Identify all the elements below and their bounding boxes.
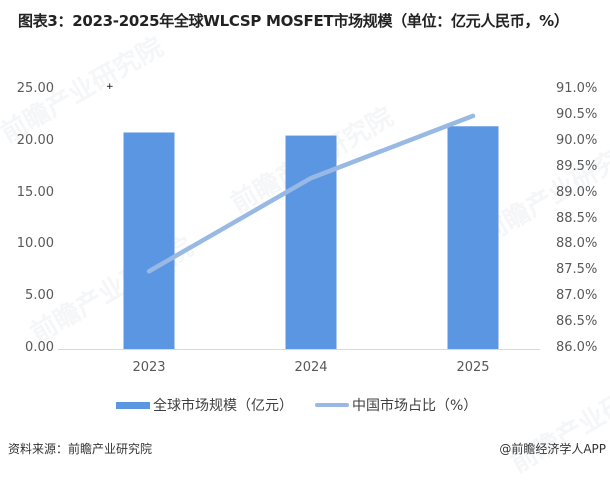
left-axis-tick: 0.00 — [25, 340, 54, 355]
left-axis-tick: 20.00 — [16, 132, 54, 148]
bar-series — [123, 126, 499, 349]
bar-2025 — [447, 126, 499, 349]
left-axis-tick: 15.00 — [16, 184, 54, 200]
source-note: 资料来源：前瞻产业研究院 — [8, 442, 153, 456]
bar-swatch-icon — [116, 401, 150, 409]
right-axis-tick: 86.5% — [556, 314, 598, 330]
plus-marker-icon: + — [106, 82, 114, 92]
right-axis-tick: 87.0% — [556, 288, 598, 304]
right-axis-tick: 88.0% — [556, 236, 598, 252]
line-series — [146, 113, 476, 274]
right-axis-tick: 90.0% — [556, 132, 598, 148]
left-axis-tick: 10.00 — [16, 236, 54, 252]
credit-note: @前瞻经济学人APP — [499, 442, 606, 456]
legend-item-bar[interactable]: 全球市场规模（亿元） — [116, 395, 293, 415]
legend-item-line[interactable]: 中国市场占比（%） — [315, 395, 477, 415]
right-axis-tick: 91.0% — [556, 81, 598, 96]
line-swatch-icon — [315, 403, 349, 407]
bar-2023 — [123, 132, 175, 349]
legend: 全球市场规模（亿元） 中国市场占比（%） — [116, 395, 499, 415]
x-axis-label: 2025 — [456, 360, 490, 375]
right-axis-tick: 89.0% — [556, 184, 598, 200]
right-axis-tick: 86.0% — [556, 340, 598, 355]
chart-title: 图表3：2023-2025年全球WLCSP MOSFET市场规模（单位：亿元人民… — [18, 12, 569, 30]
right-axis-tick: 90.5% — [556, 106, 598, 122]
bar-2024 — [285, 135, 337, 349]
left-axis-tick: 25.00 — [16, 81, 54, 96]
left-axis-tick: 5.00 — [25, 288, 54, 304]
x-axis-label: 2024 — [294, 360, 328, 375]
right-axis-tick: 88.5% — [556, 210, 598, 226]
x-axis-label: 2023 — [132, 360, 166, 375]
right-axis-tick: 87.5% — [556, 262, 598, 278]
legend-bar-label: 全球市场规模（亿元） — [153, 398, 293, 414]
legend-line-label: 中国市场占比（%） — [352, 398, 478, 414]
right-axis-tick: 89.5% — [556, 158, 598, 174]
